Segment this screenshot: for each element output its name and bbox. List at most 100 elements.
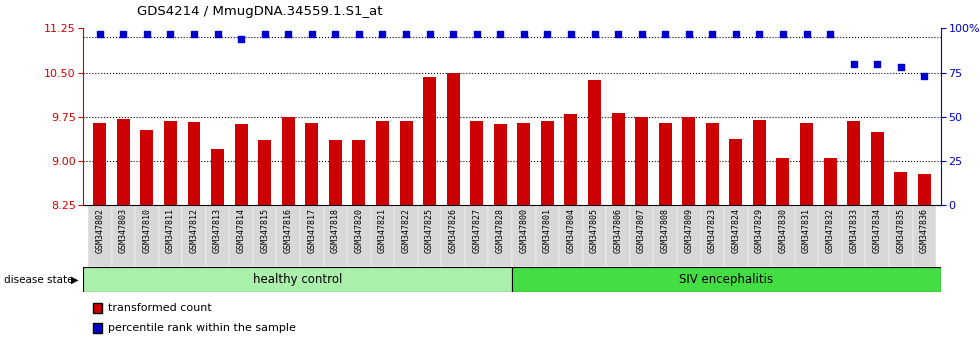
Text: GSM347816: GSM347816: [284, 209, 293, 253]
Point: [186, 31, 202, 36]
Text: GSM347835: GSM347835: [897, 209, 906, 253]
Text: GSM347831: GSM347831: [802, 209, 811, 253]
Bar: [682, 117, 695, 205]
Bar: [659, 123, 671, 205]
Text: GSM347823: GSM347823: [708, 209, 716, 253]
Bar: [182, 205, 206, 267]
Point: [116, 31, 131, 36]
Text: GSM347809: GSM347809: [684, 209, 693, 253]
Bar: [800, 123, 813, 205]
Bar: [88, 205, 112, 267]
Bar: [607, 205, 630, 267]
Bar: [376, 121, 389, 205]
Bar: [512, 205, 536, 267]
Bar: [234, 125, 248, 205]
Bar: [470, 121, 483, 205]
Bar: [488, 205, 512, 267]
Bar: [536, 205, 560, 267]
Point: [445, 31, 461, 36]
Text: GSM347821: GSM347821: [378, 209, 387, 253]
Bar: [677, 205, 701, 267]
Point: [163, 31, 178, 36]
Bar: [300, 205, 323, 267]
Bar: [206, 205, 229, 267]
Bar: [870, 132, 884, 205]
Text: GSM347803: GSM347803: [119, 209, 127, 253]
Bar: [635, 117, 648, 205]
Text: GSM347836: GSM347836: [920, 209, 929, 253]
Point: [681, 31, 697, 36]
Text: healthy control: healthy control: [253, 273, 342, 286]
Text: GSM347825: GSM347825: [425, 209, 434, 253]
Text: GSM347810: GSM347810: [142, 209, 151, 253]
Bar: [400, 121, 413, 205]
Text: GSM347834: GSM347834: [873, 209, 882, 253]
Text: GSM347802: GSM347802: [95, 209, 104, 253]
Bar: [795, 205, 818, 267]
Bar: [394, 205, 417, 267]
Point: [540, 31, 556, 36]
Text: GSM347801: GSM347801: [543, 209, 552, 253]
Point: [564, 31, 579, 36]
Bar: [842, 205, 865, 267]
Point: [799, 31, 814, 36]
Point: [139, 31, 155, 36]
Bar: [706, 123, 718, 205]
Text: GSM347807: GSM347807: [637, 209, 646, 253]
Bar: [612, 113, 624, 205]
Bar: [423, 77, 436, 205]
Bar: [370, 205, 394, 267]
Bar: [564, 114, 577, 205]
Text: GSM347829: GSM347829: [755, 209, 763, 253]
Bar: [140, 130, 154, 205]
Bar: [724, 205, 748, 267]
Point: [351, 31, 367, 36]
Point: [822, 31, 838, 36]
Text: GSM347811: GSM347811: [166, 209, 175, 253]
Text: disease state: disease state: [4, 275, 74, 285]
Bar: [306, 123, 318, 205]
Point: [705, 31, 720, 36]
Bar: [282, 117, 295, 205]
Text: ▶: ▶: [71, 275, 78, 285]
Text: GSM347832: GSM347832: [825, 209, 835, 253]
Text: GSM347830: GSM347830: [778, 209, 788, 253]
Bar: [93, 123, 106, 205]
Bar: [823, 158, 837, 205]
Bar: [583, 205, 607, 267]
Bar: [211, 149, 224, 205]
Text: GSM347812: GSM347812: [189, 209, 199, 253]
Point: [468, 31, 484, 36]
Text: GSM347800: GSM347800: [519, 209, 528, 253]
Bar: [847, 121, 860, 205]
Bar: [323, 205, 347, 267]
Bar: [895, 172, 907, 205]
Bar: [417, 205, 441, 267]
Point: [374, 31, 390, 36]
Bar: [229, 205, 253, 267]
Point: [233, 36, 249, 42]
Bar: [776, 158, 790, 205]
Text: GDS4214 / MmugDNA.34559.1.S1_at: GDS4214 / MmugDNA.34559.1.S1_at: [137, 5, 383, 18]
Point: [869, 61, 885, 67]
Point: [327, 31, 343, 36]
Text: GSM347827: GSM347827: [472, 209, 481, 253]
Text: GSM347824: GSM347824: [731, 209, 740, 253]
Point: [634, 31, 650, 36]
Bar: [112, 205, 135, 267]
Bar: [187, 121, 201, 205]
Text: GSM347833: GSM347833: [849, 209, 858, 253]
Bar: [560, 205, 583, 267]
Bar: [276, 205, 300, 267]
Bar: [818, 205, 842, 267]
Bar: [889, 205, 912, 267]
Bar: [164, 121, 177, 205]
Text: GSM347814: GSM347814: [236, 209, 246, 253]
Bar: [748, 205, 771, 267]
Point: [658, 31, 673, 36]
Text: GSM347806: GSM347806: [613, 209, 622, 253]
Point: [587, 31, 603, 36]
Bar: [517, 123, 530, 205]
Point: [728, 31, 744, 36]
Text: GSM347828: GSM347828: [496, 209, 505, 253]
